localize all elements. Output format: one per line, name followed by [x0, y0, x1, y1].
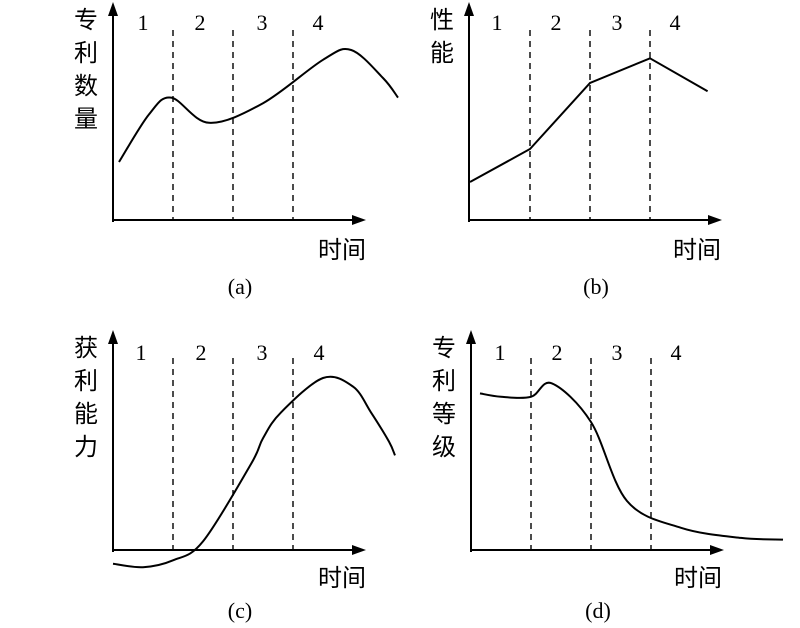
panel-d-phase-1: 1 [495, 340, 506, 365]
panel-c: 1 2 3 4 获利能力 时间 (c) [74, 330, 396, 623]
panel-b-x-label: 时间 [673, 236, 721, 264]
panel-b-y-label: 性能 [430, 6, 454, 67]
panel-b-x-arrow [708, 215, 722, 225]
panel-a-x-arrow [352, 215, 366, 225]
panel-b-series-line [469, 57, 709, 183]
panel-d-phase-3: 3 [612, 340, 623, 365]
y-label-char: 利 [74, 367, 98, 395]
y-label-char: 数 [74, 72, 98, 100]
panel-c-x-arrow [352, 545, 366, 555]
panel-c-caption: (c) [228, 598, 252, 623]
panel-a-series-line [118, 48, 399, 163]
panel-b-phase-3: 3 [612, 10, 623, 35]
panel-a-x-label: 时间 [318, 236, 366, 264]
panel-d-x-arrow [710, 545, 724, 555]
y-label-char: 专 [74, 6, 98, 34]
panel-c-y-label: 获利能力 [74, 334, 98, 461]
y-label-char: 能 [74, 400, 98, 428]
panel-c-phase-2: 2 [196, 340, 207, 365]
panel-c-x-label: 时间 [318, 564, 366, 592]
panel-a-phase-4: 4 [313, 10, 324, 35]
panel-d-y-arrow [466, 330, 476, 344]
panel-c-phase-1: 1 [136, 340, 147, 365]
panel-d-caption: (d) [585, 598, 611, 623]
panel-d-y-label: 专利等级 [432, 334, 456, 461]
y-label-char: 等 [432, 400, 456, 428]
y-label-char: 量 [74, 105, 98, 133]
panel-d-phase-2: 2 [552, 340, 563, 365]
y-label-char: 利 [432, 367, 456, 395]
y-label-char: 利 [74, 39, 98, 67]
y-label-char: 专 [432, 334, 456, 362]
panel-d: 1 2 3 4 专利等级 时间 (d) [432, 330, 784, 623]
y-label-char: 获 [74, 334, 98, 362]
y-label-char: 力 [74, 433, 98, 461]
panel-d-series-line [479, 381, 784, 541]
panel-a-caption: (a) [228, 274, 252, 299]
panel-b-caption: (b) [583, 274, 609, 299]
panel-b-phase-4: 4 [670, 10, 681, 35]
panel-a-y-label: 专利数量 [74, 6, 98, 133]
y-label-char: 能 [430, 39, 454, 67]
panel-a-phase-2: 2 [195, 10, 206, 35]
panel-a-y-arrow [108, 2, 118, 16]
panel-c-phase-4: 4 [314, 340, 325, 365]
panel-b-phase-2: 2 [551, 10, 562, 35]
panel-d-phase-4: 4 [671, 340, 682, 365]
panel-a-phase-1: 1 [138, 10, 149, 35]
panel-c-series-line [112, 375, 396, 569]
panel-b-y-arrow [464, 2, 474, 16]
y-label-char: 性 [430, 6, 454, 34]
y-label-char: 级 [432, 433, 456, 461]
panel-a-phase-3: 3 [257, 10, 268, 35]
panel-d-x-label: 时间 [674, 564, 722, 592]
panel-a: 1 2 3 4 专利数量 时间 (a) [74, 2, 399, 299]
panel-b: 1 2 3 4 性能 时间 (b) [430, 2, 722, 299]
panel-c-y-arrow [108, 330, 118, 344]
panel-b-phase-1: 1 [492, 10, 503, 35]
panel-c-phase-3: 3 [257, 340, 268, 365]
